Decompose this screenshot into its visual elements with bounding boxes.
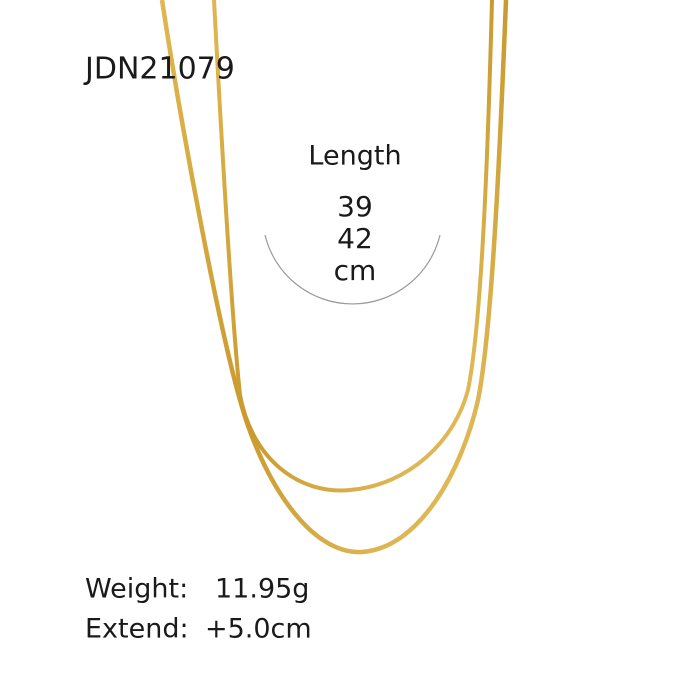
product-code: JDN21079: [83, 52, 235, 87]
length-label: Length: [308, 141, 401, 172]
spec-value: 11.95g: [215, 574, 309, 605]
length-unit: cm: [334, 254, 377, 287]
spec-label: Extend:: [85, 614, 189, 645]
length-value: 39: [337, 190, 373, 223]
spec-value: +5.0cm: [205, 614, 312, 645]
inner-chain: [212, 0, 494, 493]
outer-chain: [159, 0, 509, 555]
length-arc: [264, 234, 441, 305]
spec-label: Weight:: [85, 574, 188, 605]
length-value: 42: [337, 222, 373, 255]
